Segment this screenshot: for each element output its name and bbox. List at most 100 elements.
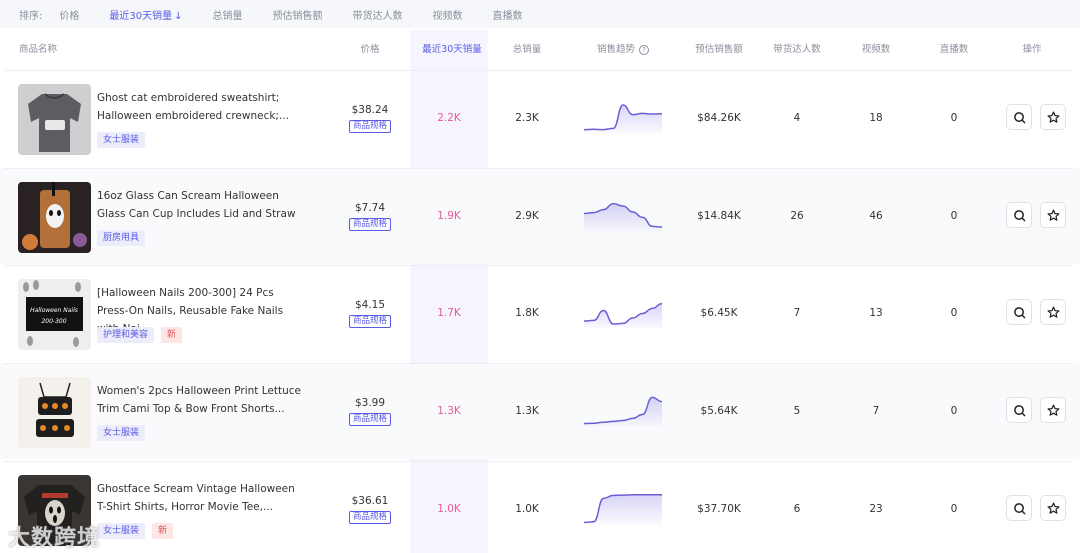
- sparkline-line: [584, 202, 662, 228]
- total-sales-value: 2.3K: [515, 112, 539, 124]
- col-videos[interactable]: 视频数: [861, 44, 891, 55]
- favorite-button[interactable]: [1040, 397, 1066, 423]
- est-revenue-value: $14.84K: [697, 210, 741, 222]
- product-thumbnail[interactable]: [18, 84, 91, 155]
- sort-option-sales30[interactable]: 最近30天销量 ↓: [109, 7, 182, 22]
- col-product: 商品名称: [19, 44, 58, 55]
- sort-option-price[interactable]: 价格: [59, 10, 80, 22]
- creators-count: 6: [793, 503, 801, 515]
- product-tags: 护理和美容新: [97, 327, 183, 343]
- category-tag[interactable]: 厨房用具: [97, 230, 146, 246]
- sparkline-line: [584, 396, 662, 425]
- search-button[interactable]: [1006, 104, 1032, 130]
- sales-trend-sparkline[interactable]: [584, 98, 662, 134]
- new-badge: 新: [152, 523, 174, 539]
- category-tag[interactable]: 女士服装: [97, 132, 146, 148]
- product-thumbnail[interactable]: [18, 182, 91, 253]
- sales30-value: 2.2K: [437, 112, 461, 124]
- highlight-column: [410, 30, 488, 553]
- category-tag[interactable]: 女士服装: [97, 425, 146, 441]
- sales-trend-sparkline[interactable]: [584, 293, 662, 329]
- sparkline-area: [584, 397, 662, 427]
- videos-count: 46: [869, 210, 883, 222]
- col-sales30[interactable]: 最近30天销量: [422, 44, 482, 55]
- star-icon: [1047, 209, 1059, 221]
- sort-option-sales30-label: 最近30天销量: [109, 10, 173, 22]
- lives-count: 0: [950, 503, 958, 515]
- price-cell: $36.61 商品规格: [348, 461, 392, 553]
- help-icon[interactable]: ?: [639, 44, 650, 55]
- favorite-button[interactable]: [1040, 299, 1066, 325]
- table-row[interactable]: Ghostface Scream Vintage Halloween T-Shi…: [0, 461, 1080, 553]
- sales30-value: 1.7K: [437, 307, 461, 319]
- product-thumbnail[interactable]: [18, 377, 91, 448]
- price-value: $7.74: [354, 201, 386, 214]
- est-revenue-value: $84.26K: [697, 112, 741, 124]
- star-icon: [1047, 111, 1059, 123]
- spec-button[interactable]: 商品规格: [348, 119, 392, 133]
- table-row[interactable]: Ghost cat embroidered sweatshirt; Hallow…: [0, 70, 1080, 166]
- col-est[interactable]: 预估销售额: [695, 44, 743, 55]
- search-icon: [1013, 306, 1025, 318]
- table-header: 商品名称 价格 最近30天销量 总销量 销售趋势? 预估销售额 带货达人数 视频…: [0, 30, 1080, 70]
- table-row[interactable]: Halloween Nails 200-300 [Halloween Nails 2…: [0, 265, 1080, 361]
- product-tags: 女士服装新: [97, 523, 174, 539]
- category-tag[interactable]: 女士服装: [97, 523, 146, 539]
- sort-option-lives[interactable]: 直播数: [492, 10, 523, 22]
- favorite-button[interactable]: [1040, 104, 1066, 130]
- sparkline-area: [584, 105, 662, 134]
- col-price[interactable]: 价格: [360, 44, 380, 55]
- search-button[interactable]: [1006, 397, 1032, 423]
- total-sales-value: 1.3K: [515, 405, 539, 417]
- star-icon: [1047, 502, 1059, 514]
- col-total[interactable]: 总销量: [512, 44, 542, 55]
- sort-option-total[interactable]: 总销量: [212, 10, 243, 22]
- favorite-button[interactable]: [1040, 495, 1066, 521]
- est-revenue-value: $6.45K: [700, 307, 738, 319]
- spec-button[interactable]: 商品规格: [348, 412, 392, 426]
- price-value: $38.24: [351, 103, 389, 116]
- sales-trend-sparkline[interactable]: [584, 489, 662, 525]
- star-icon: [1047, 306, 1059, 318]
- favorite-button[interactable]: [1040, 202, 1066, 228]
- sparkline-area: [584, 494, 662, 525]
- table-row[interactable]: Women's 2pcs Halloween Print Lettuce Tri…: [0, 363, 1080, 459]
- table-row[interactable]: 16oz Glass Can Scream Halloween Glass Ca…: [0, 168, 1080, 264]
- category-tag[interactable]: 护理和美容: [97, 327, 155, 343]
- row-divider: [4, 363, 1072, 364]
- col-lives[interactable]: 直播数: [939, 44, 969, 55]
- sort-option-creators[interactable]: 带货达人数: [352, 10, 403, 22]
- search-button[interactable]: [1006, 299, 1032, 325]
- search-icon: [1013, 404, 1025, 416]
- product-thumbnail[interactable]: Halloween Nails 200-300: [18, 279, 91, 350]
- col-creators[interactable]: 带货达人数: [773, 44, 821, 55]
- search-button[interactable]: [1006, 202, 1032, 228]
- spec-button[interactable]: 商品规格: [348, 510, 392, 524]
- product-title[interactable]: Ghostface Scream Vintage Halloween T-Shi…: [97, 483, 295, 513]
- product-title[interactable]: Ghost cat embroidered sweatshirt; Hallow…: [97, 92, 289, 122]
- product-title[interactable]: Women's 2pcs Halloween Print Lettuce Tri…: [97, 385, 301, 415]
- sales-trend-sparkline[interactable]: [584, 391, 662, 427]
- lives-count: 0: [950, 112, 958, 124]
- sort-option-videos[interactable]: 视频数: [432, 10, 463, 22]
- product-title[interactable]: 16oz Glass Can Scream Halloween Glass Ca…: [97, 190, 296, 220]
- sales30-value: 1.0K: [437, 503, 461, 515]
- est-revenue-value: $5.64K: [700, 405, 738, 417]
- sort-option-est[interactable]: 预估销售额: [272, 10, 323, 22]
- sales-trend-sparkline[interactable]: [584, 196, 662, 232]
- sort-label: 排序:: [19, 10, 43, 22]
- sales30-value: 1.3K: [437, 405, 461, 417]
- watermark-logo: 大数跨境: [8, 520, 100, 552]
- creators-count: 7: [793, 307, 801, 319]
- svg-text:200-300: 200-300: [41, 318, 66, 325]
- total-sales-value: 2.9K: [515, 210, 539, 222]
- search-button[interactable]: [1006, 495, 1032, 521]
- product-tags: 女士服装: [97, 425, 146, 441]
- product-thumbnail[interactable]: [18, 475, 91, 546]
- watermark-text: 大数跨境: [8, 526, 101, 551]
- sparkline-line: [584, 494, 662, 524]
- spec-button[interactable]: 商品规格: [348, 314, 392, 328]
- search-icon: [1013, 209, 1025, 221]
- price-cell: $4.15 商品规格: [348, 265, 392, 361]
- spec-button[interactable]: 商品规格: [348, 217, 392, 231]
